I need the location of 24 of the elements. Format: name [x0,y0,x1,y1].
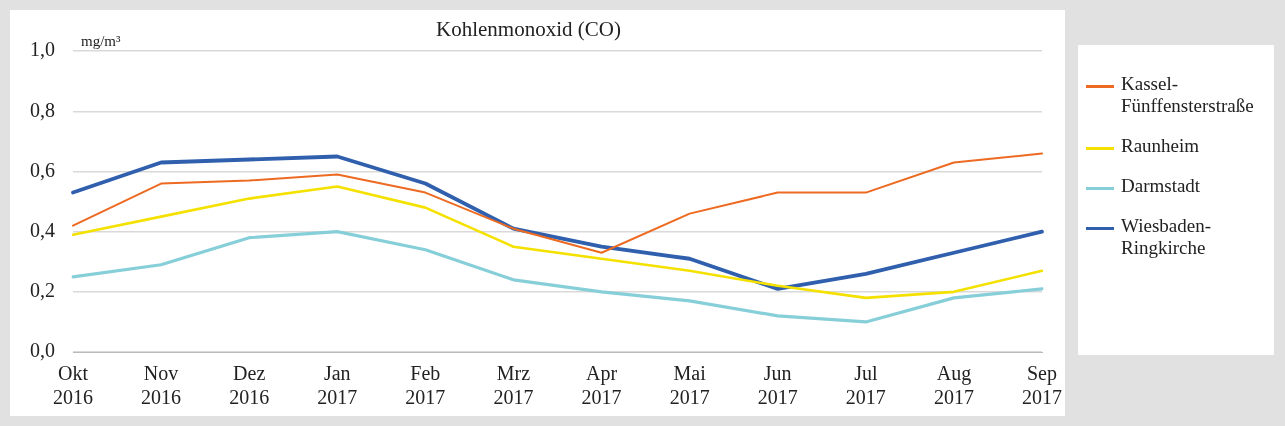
legend-label: Kassel-Fünffensterstraße [1121,73,1255,117]
legend-label: Darmstadt [1121,175,1201,197]
x-tick-label: Aug 2017 [933,362,974,409]
x-tick-label: Mai 2017 [669,362,710,409]
x-tick-label: Jan 2017 [317,362,358,409]
legend-label: Raunheim [1121,135,1200,157]
y-tick-label: 0,6 [30,158,55,181]
x-tick-label: Apr 2017 [581,362,622,409]
x-tick-label: Feb 2017 [405,362,446,409]
x-tick-label: Jun 2017 [757,362,798,409]
x-tick-label: Okt 2016 [53,362,93,409]
x-tick-label: Dez 2016 [229,362,270,409]
x-tick-label: Jul 2017 [845,362,886,409]
x-tick-label: Mrz 2017 [493,362,534,409]
chart-title: Kohlenmonoxid (CO) [436,17,621,42]
y-tick-label: 0,8 [30,98,55,121]
y-tick-label: 0,0 [30,339,55,362]
y-tick-label: 1,0 [30,38,55,61]
y-axis-title: mg/m³ [81,32,121,49]
x-tick-label: Sep 2017 [1022,362,1062,409]
legend-label: Wiesbaden-Ringkirche [1121,215,1212,259]
y-tick-label: 0,2 [30,279,55,302]
x-tick-label: Nov 2016 [141,362,182,409]
y-tick-label: 0,4 [30,218,55,241]
